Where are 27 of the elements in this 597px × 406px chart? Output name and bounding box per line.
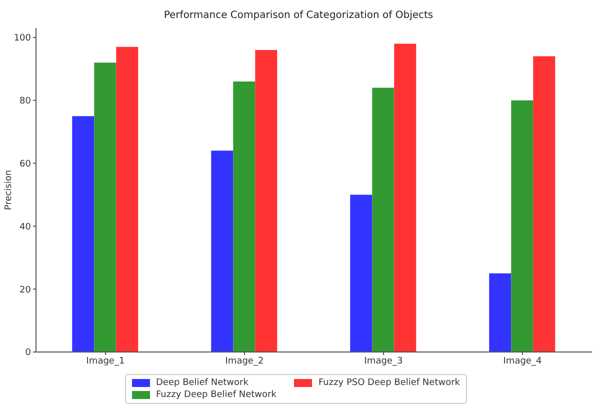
legend-label: Fuzzy Deep Belief Network <box>156 390 276 400</box>
bar <box>350 194 372 352</box>
x-tick-label: Image_4 <box>503 356 542 366</box>
y-tick-label: 20 <box>20 285 32 296</box>
y-tick-label: 0 <box>25 348 32 358</box>
bar <box>489 273 512 352</box>
bar <box>511 100 534 352</box>
x-tick-label: Image_1 <box>86 356 125 366</box>
y-axis-title: Precision <box>4 170 14 210</box>
y-tick-label: 40 <box>20 222 32 232</box>
y-tick-label: 80 <box>20 96 32 107</box>
bar <box>372 88 394 352</box>
bar <box>394 44 416 352</box>
x-tick-label: Image_2 <box>225 356 264 366</box>
chart-title: Performance Comparison of Categorization of Objects <box>162 10 434 21</box>
legend-label: Deep Belief Network <box>156 378 248 388</box>
bar <box>533 56 556 352</box>
y-tick-label: 100 <box>14 34 32 44</box>
bar <box>94 62 116 352</box>
y-tick-label: 60 <box>20 159 32 170</box>
x-tick-label: Image_3 <box>364 356 403 366</box>
bar <box>211 150 234 352</box>
bar <box>233 81 256 352</box>
bar <box>255 50 278 352</box>
bar <box>72 116 94 352</box>
bar <box>116 46 138 352</box>
legend-label: Fuzzy PSO Deep Belief Network <box>318 378 460 388</box>
